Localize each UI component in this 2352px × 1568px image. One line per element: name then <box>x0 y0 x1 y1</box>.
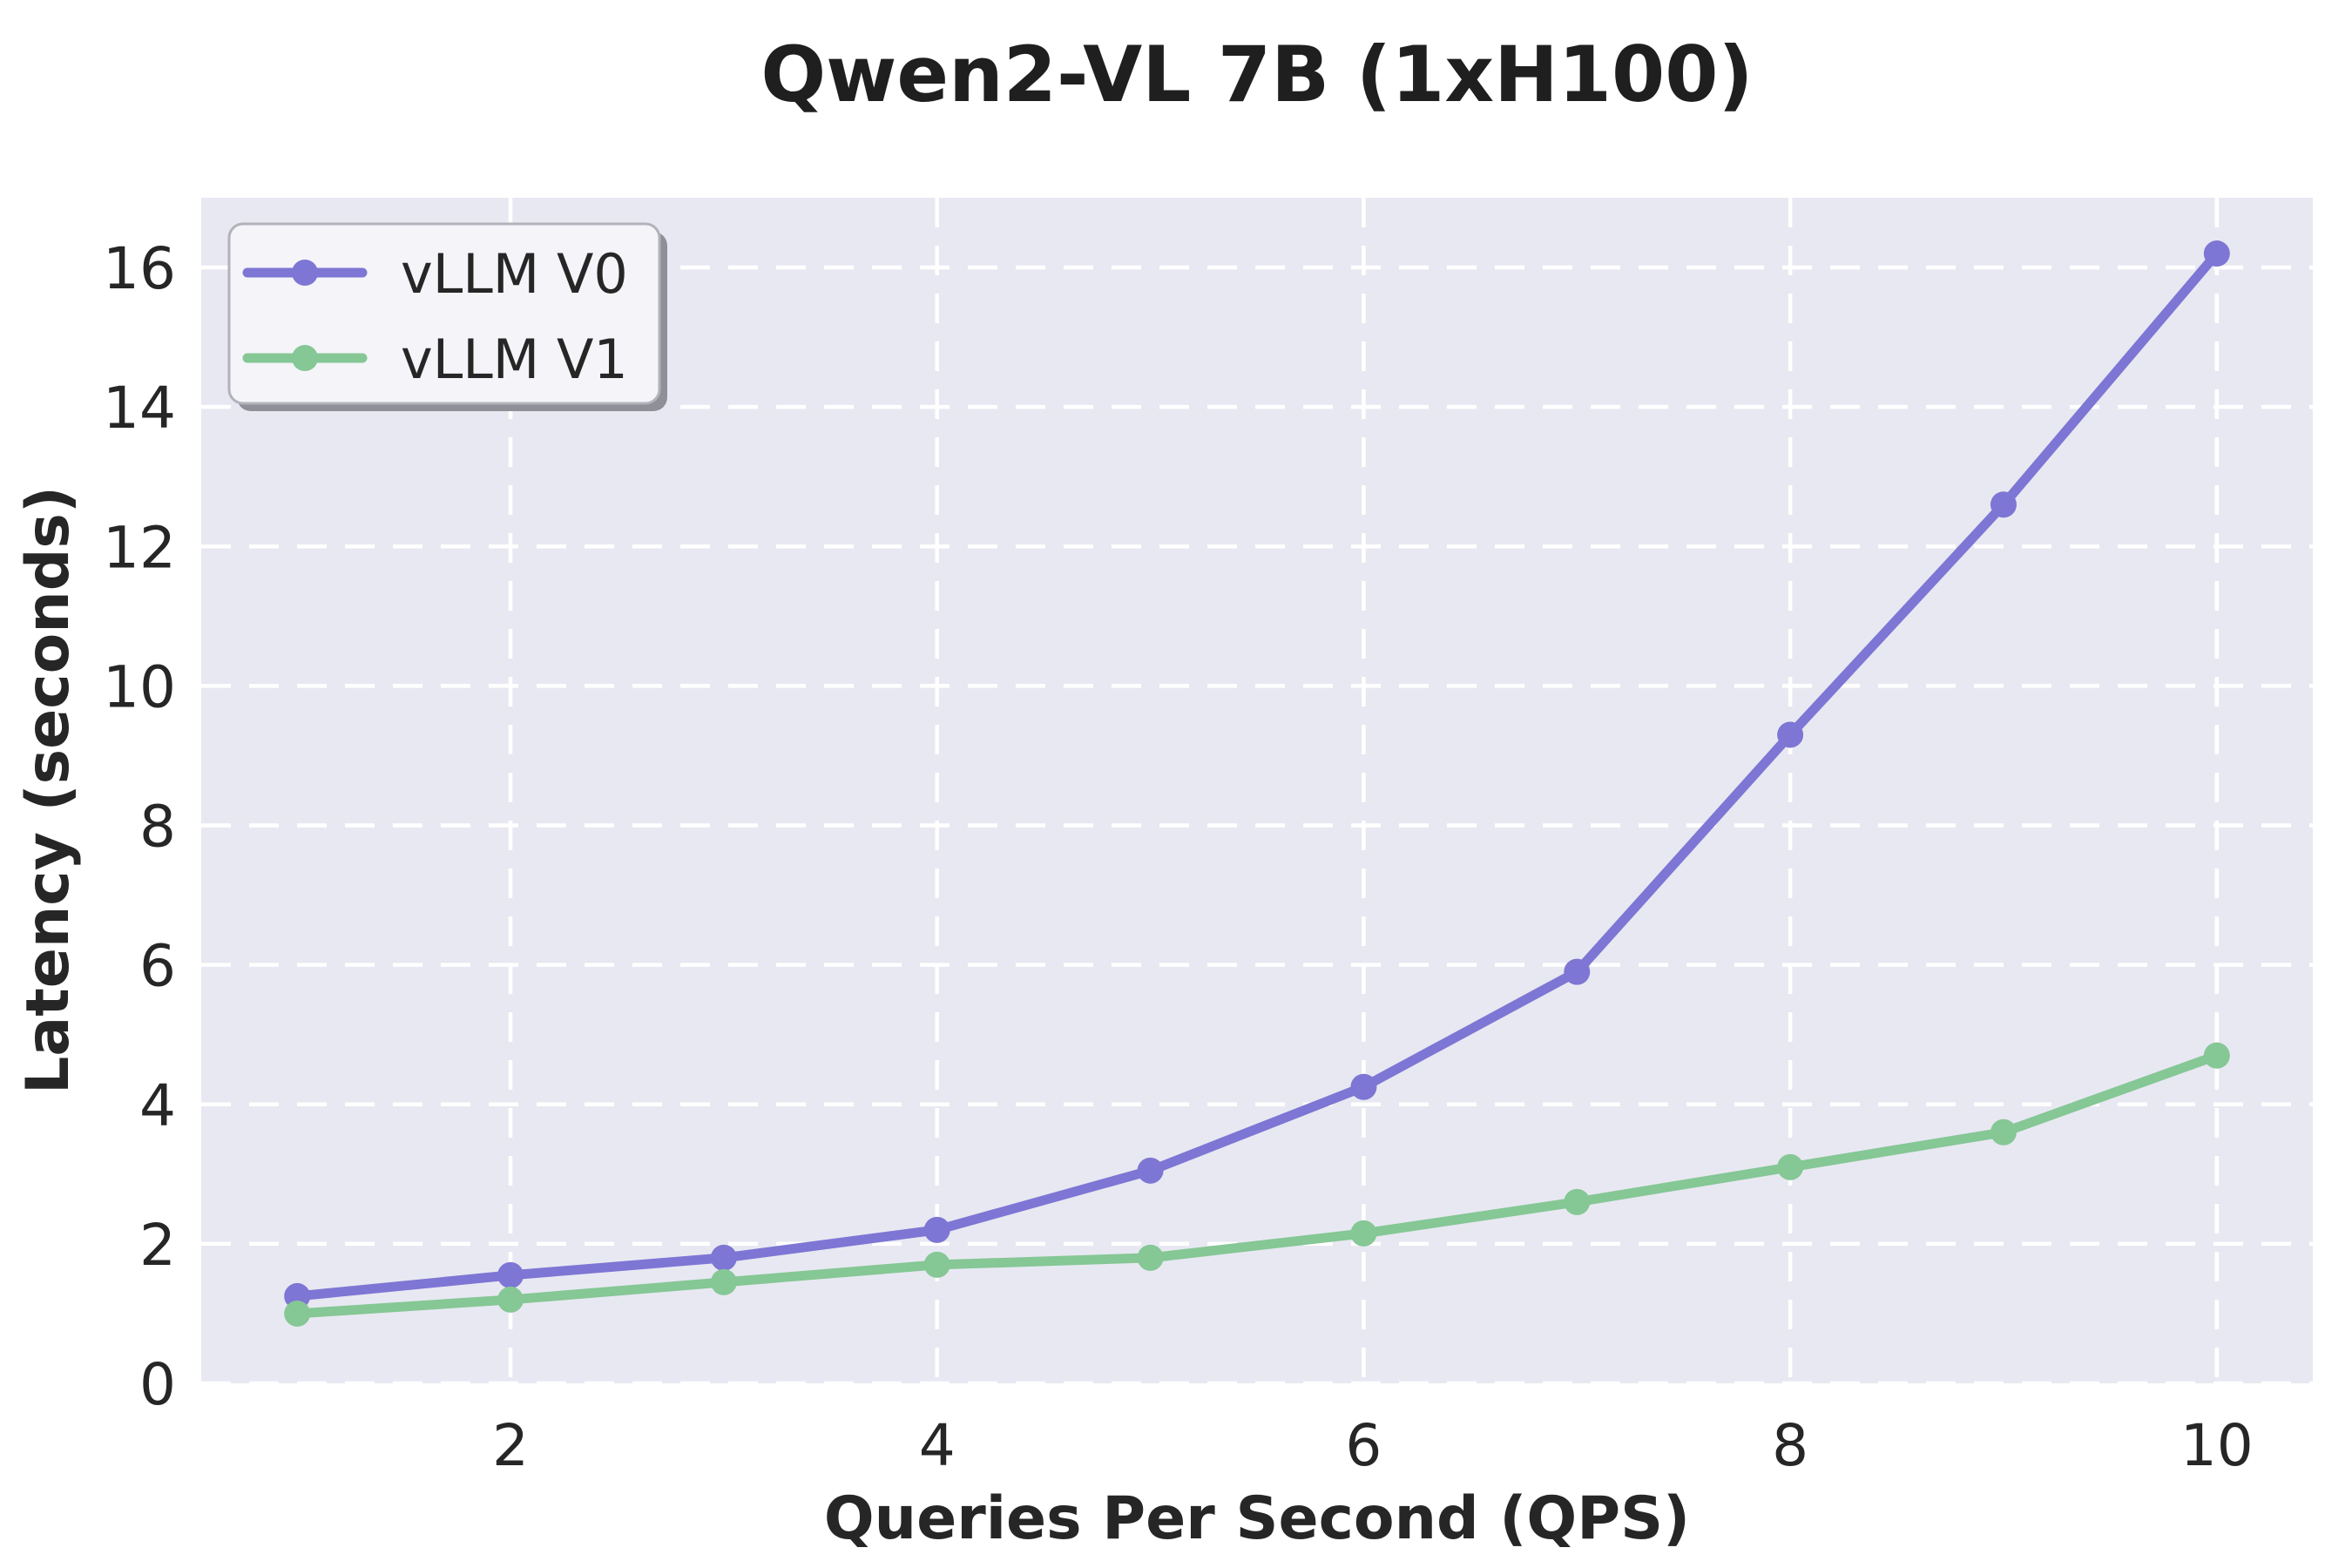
data-point-x9 <box>1990 1119 2017 1146</box>
data-point-x6 <box>1350 1220 1377 1247</box>
x-tick-10: 10 <box>2180 1412 2254 1479</box>
y-tick-10: 10 <box>103 653 176 720</box>
data-point-x5 <box>1137 1157 1164 1184</box>
data-point-x3 <box>710 1244 737 1271</box>
y-tick-8: 8 <box>139 794 176 861</box>
data-series <box>284 240 2230 1327</box>
series-vllm-v1 <box>284 1042 2230 1327</box>
legend-item-vllm-v0: vLLM V0 <box>242 242 628 306</box>
y-tick-16: 16 <box>103 235 176 302</box>
chart-title: Qwen2-VL 7B (1xH100) <box>760 30 1753 119</box>
x-axis-label: Queries Per Second (QPS) <box>824 1484 1690 1553</box>
data-point-x7 <box>1564 958 1591 985</box>
data-point-x2 <box>497 1261 524 1288</box>
data-point-x10 <box>2203 1042 2230 1069</box>
series-vllm-v0 <box>284 240 2230 1309</box>
x-tick-8: 8 <box>1772 1412 1808 1479</box>
y-tick-6: 6 <box>139 933 176 1000</box>
y-axis-label: Latency (seconds) <box>14 486 83 1094</box>
legend-item-vllm-v1: vLLM V1 <box>242 328 628 391</box>
data-point-x4 <box>923 1251 950 1278</box>
y-tick-12: 12 <box>103 514 176 581</box>
data-point-x1 <box>284 1300 311 1327</box>
legend-label-v1: vLLM V1 <box>401 328 628 391</box>
data-point-x2 <box>497 1286 524 1313</box>
y-tick-4: 4 <box>139 1072 176 1139</box>
data-point-x9 <box>1990 491 2017 518</box>
data-point-x7 <box>1564 1188 1591 1215</box>
legend-label-v0: vLLM V0 <box>401 242 628 306</box>
series-line <box>292 248 2222 1301</box>
data-point-x10 <box>2203 240 2230 267</box>
series-line <box>292 1051 2222 1319</box>
y-tick-0: 0 <box>139 1351 176 1418</box>
tick-labels: 2 4 6 8 10 0 2 4 6 8 10 12 14 16 <box>103 235 2254 1479</box>
x-tick-6: 6 <box>1345 1412 1382 1479</box>
data-point-x8 <box>1777 721 1804 748</box>
x-tick-2: 2 <box>492 1412 529 1479</box>
data-point-x4 <box>923 1216 950 1243</box>
data-point-x8 <box>1777 1153 1804 1180</box>
data-point-x5 <box>1137 1244 1164 1271</box>
legend-marker-v1 <box>292 345 318 371</box>
data-point-x3 <box>710 1268 737 1295</box>
y-tick-2: 2 <box>139 1212 176 1279</box>
x-tick-4: 4 <box>919 1412 956 1479</box>
data-point-x6 <box>1350 1073 1377 1100</box>
legend: vLLM V0 vLLM V1 <box>227 222 667 411</box>
legend-marker-v0 <box>292 260 318 286</box>
y-tick-14: 14 <box>103 375 176 442</box>
